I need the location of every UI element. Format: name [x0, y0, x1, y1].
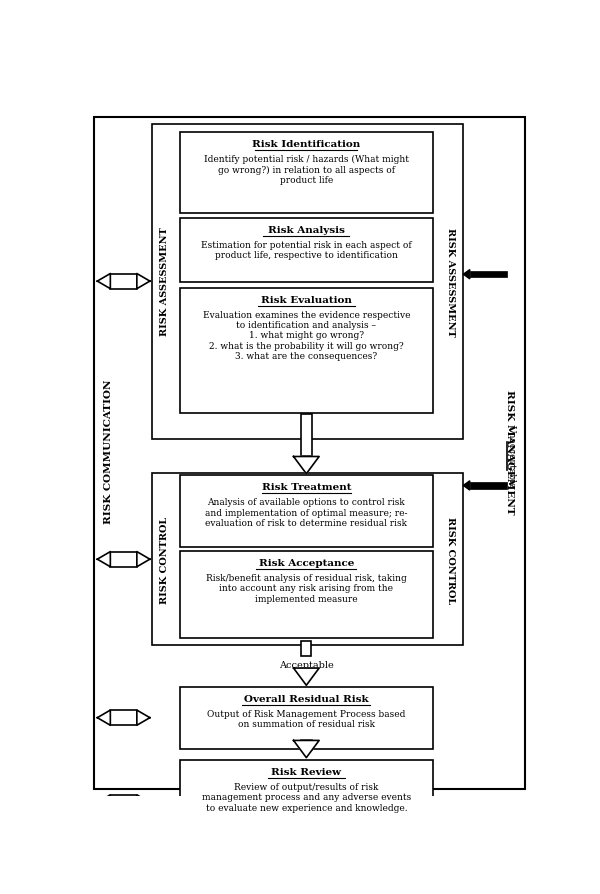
Polygon shape — [137, 274, 150, 290]
Text: Output of Risk Management Process based
on summation of residual risk: Output of Risk Management Process based … — [207, 709, 406, 729]
FancyBboxPatch shape — [301, 669, 312, 678]
Text: Risk Evaluation: Risk Evaluation — [261, 295, 352, 304]
Text: Unacceptable: Unacceptable — [506, 425, 515, 488]
Text: Risk Identification: Risk Identification — [252, 139, 361, 148]
Text: Risk/benefit analysis of residual risk, taking
into account any risk arising fro: Risk/benefit analysis of residual risk, … — [206, 573, 407, 603]
Text: RISK ASSESSMENT: RISK ASSESSMENT — [446, 227, 455, 336]
FancyBboxPatch shape — [179, 760, 433, 845]
Text: Evaluation examines the evidence respective
to identification and analysis –
1. : Evaluation examines the evidence respect… — [203, 310, 410, 361]
FancyBboxPatch shape — [110, 274, 137, 290]
FancyBboxPatch shape — [301, 740, 312, 750]
Text: Acceptable: Acceptable — [279, 661, 334, 670]
Text: RISK ASSESSMENT: RISK ASSESSMENT — [160, 227, 169, 336]
Polygon shape — [293, 457, 319, 474]
FancyBboxPatch shape — [470, 483, 506, 489]
FancyBboxPatch shape — [179, 687, 433, 749]
Polygon shape — [463, 481, 470, 491]
Text: Estimation for potential risk in each aspect of
product life, respective to iden: Estimation for potential risk in each as… — [201, 240, 412, 260]
FancyBboxPatch shape — [301, 642, 311, 656]
Text: Overall Residual Risk: Overall Residual Risk — [244, 694, 368, 703]
Text: RISK MANAGEMENT: RISK MANAGEMENT — [505, 389, 514, 514]
Text: Identify potential risk / hazards (What might
go wrong?) in relation to all aspe: Identify potential risk / hazards (What … — [204, 155, 409, 185]
Text: Risk Acceptance: Risk Acceptance — [259, 558, 354, 567]
FancyBboxPatch shape — [94, 118, 525, 789]
Polygon shape — [137, 711, 150, 725]
FancyBboxPatch shape — [301, 415, 312, 457]
FancyBboxPatch shape — [152, 124, 463, 439]
Polygon shape — [97, 274, 110, 290]
FancyBboxPatch shape — [110, 795, 137, 810]
Text: Risk Treatment: Risk Treatment — [262, 483, 351, 492]
Polygon shape — [97, 552, 110, 567]
Text: Analysis of available options to control risk
and implementation of optimal meas: Analysis of available options to control… — [205, 498, 407, 527]
FancyBboxPatch shape — [179, 132, 433, 214]
Text: RISK COMMUNICATION: RISK COMMUNICATION — [104, 379, 113, 524]
FancyBboxPatch shape — [179, 552, 433, 638]
Polygon shape — [137, 795, 150, 810]
FancyBboxPatch shape — [110, 552, 137, 567]
Text: RISK CONTROL: RISK CONTROL — [446, 516, 455, 603]
Polygon shape — [97, 795, 110, 810]
Polygon shape — [293, 669, 319, 686]
Text: Review of output/results of risk
management process and any adverse events
to ev: Review of output/results of risk managem… — [202, 782, 411, 812]
FancyBboxPatch shape — [110, 711, 137, 725]
Polygon shape — [97, 711, 110, 725]
FancyBboxPatch shape — [152, 474, 463, 645]
FancyBboxPatch shape — [179, 289, 433, 414]
Text: Risk Analysis: Risk Analysis — [268, 225, 345, 234]
FancyBboxPatch shape — [470, 272, 506, 278]
FancyBboxPatch shape — [179, 476, 433, 548]
Polygon shape — [137, 552, 150, 567]
Polygon shape — [463, 270, 470, 280]
Polygon shape — [293, 740, 319, 758]
FancyBboxPatch shape — [179, 219, 433, 283]
Text: Risk Review: Risk Review — [271, 767, 341, 776]
Text: RISK CONTROL: RISK CONTROL — [160, 516, 169, 603]
